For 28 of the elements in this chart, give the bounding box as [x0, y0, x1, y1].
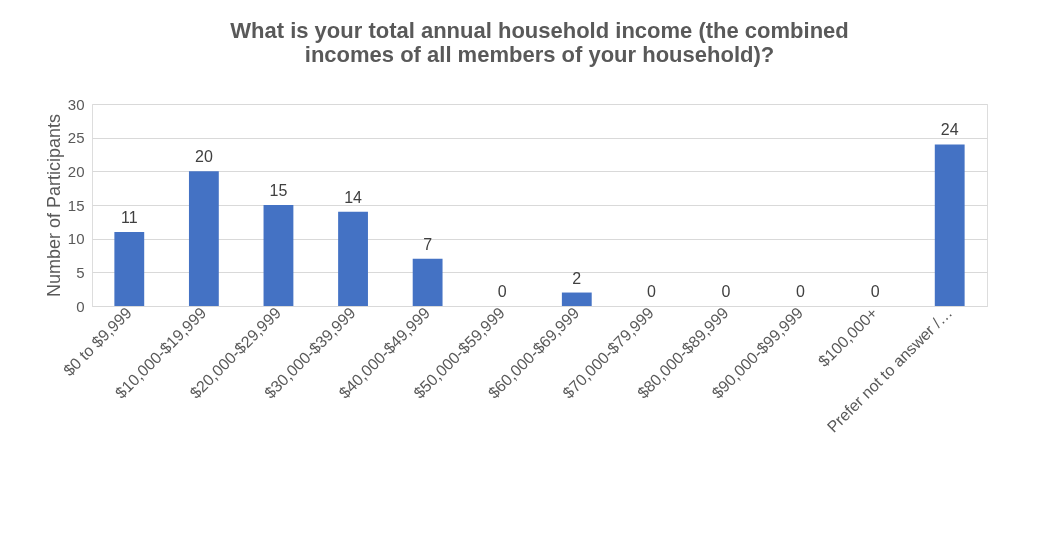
bar	[114, 231, 145, 306]
y-tick-label: 5	[76, 263, 85, 281]
data-label: 0	[497, 283, 507, 300]
bar	[338, 211, 368, 306]
data-label: 11	[120, 208, 138, 226]
chart-title: What is your total annual household income (the combined incomes of all members of your household)?	[230, 18, 849, 67]
data-label: 0	[646, 283, 656, 300]
bar	[263, 205, 294, 306]
y-tick-label: 0	[76, 297, 85, 315]
data-label: 7	[423, 235, 433, 253]
y-tick-label: 15	[67, 196, 85, 214]
bar	[188, 171, 219, 306]
bar	[412, 258, 443, 306]
data-label: 24	[940, 121, 959, 139]
y-tick-label: 30	[67, 95, 85, 113]
data-label: 14	[344, 188, 363, 206]
data-label: 0	[721, 283, 731, 300]
data-label: 15	[269, 182, 288, 199]
data-label: 20	[194, 148, 213, 166]
y-tick-label: 10	[67, 230, 85, 248]
y-tick-label: 25	[67, 129, 85, 147]
data-label: 0	[796, 283, 806, 300]
y-tick-label: 20	[67, 162, 85, 180]
bar	[561, 292, 592, 306]
data-label: 2	[572, 269, 582, 287]
y-axis-title: Number of Participants	[43, 113, 64, 298]
data-label: 0	[870, 283, 880, 300]
bar	[934, 144, 965, 306]
